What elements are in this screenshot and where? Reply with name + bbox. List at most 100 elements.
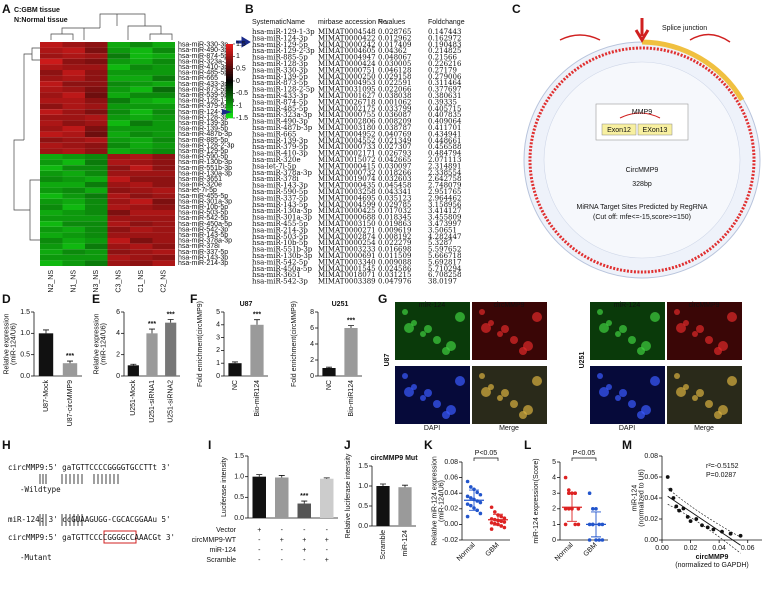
heat-cell xyxy=(152,98,175,104)
y-axis-label: (miR-124/U6) xyxy=(100,323,107,365)
row-label: hsa-miR-485-5p xyxy=(178,70,228,77)
heat-cell xyxy=(107,109,130,115)
heat-cell xyxy=(130,81,153,87)
table-cell: 0.147443 xyxy=(428,28,461,36)
data-point xyxy=(502,516,507,520)
row-label: hsa-miR-410-3p xyxy=(178,64,228,71)
colorbar-step xyxy=(226,88,233,92)
y-tick-label: 5 xyxy=(216,309,220,316)
cell-signal xyxy=(424,325,432,333)
table-cell: 0.009619 xyxy=(378,226,411,234)
table-header: mirbase accession No. xyxy=(318,19,389,26)
y-axis-label: Luciferase intensity xyxy=(221,457,228,517)
heat-cell xyxy=(130,92,153,98)
table-cell: 0.016698 xyxy=(378,246,411,254)
heat-cell xyxy=(40,249,63,255)
table-cell: 0.21566 xyxy=(428,54,457,62)
y-tick-label: 0.06 xyxy=(644,474,658,481)
data-point xyxy=(563,522,568,527)
heat-cell xyxy=(152,58,175,65)
error-bar xyxy=(278,475,285,478)
heat-cell xyxy=(130,131,153,138)
stat: P=0.0287 xyxy=(706,472,736,479)
column-label: N3_NS xyxy=(93,270,100,293)
table-cell: 0.411701 xyxy=(428,124,461,132)
table-cell: MIMAT0000424 xyxy=(318,60,376,68)
heat-cell xyxy=(152,47,175,54)
heat-cell xyxy=(85,221,108,227)
heat-cell xyxy=(62,53,85,59)
data-point xyxy=(489,505,494,510)
condition-label: miR-124 xyxy=(210,547,237,554)
colorbar-step xyxy=(226,78,233,82)
table-cell: hsa-miR-433-3p xyxy=(252,92,308,100)
data-point xyxy=(469,503,473,508)
data-point xyxy=(573,522,577,527)
data-point xyxy=(465,494,470,499)
table-cell: MIMAT0000732 xyxy=(318,169,376,177)
table-cell: 0.026793 xyxy=(378,150,411,158)
table-header: SystematicName xyxy=(252,19,305,26)
data-point xyxy=(465,479,470,484)
y-tick-label: -0.02 xyxy=(442,537,458,544)
heat-cell xyxy=(85,58,108,65)
table-cell: 0.043341 xyxy=(378,188,411,196)
heat-cell xyxy=(85,92,108,98)
cell-signal xyxy=(479,373,485,379)
data-point xyxy=(665,475,670,479)
heat-cell xyxy=(130,109,153,115)
legend-text: N:Normal tissue xyxy=(14,17,68,24)
heat-cell xyxy=(62,226,85,233)
table-cell: hsa-miR-485-5p xyxy=(252,105,308,113)
error-bar xyxy=(130,363,137,366)
heat-cell xyxy=(152,254,175,261)
table-cell: hsa-miR-139-5p xyxy=(252,73,308,81)
heat-cell xyxy=(152,64,175,70)
heat-cell xyxy=(85,47,108,54)
heat-cell xyxy=(130,249,153,255)
bar xyxy=(228,363,242,376)
heat-cell xyxy=(152,53,175,59)
data-point xyxy=(493,510,497,514)
y-tick-label: 0.0 xyxy=(234,515,244,522)
y-axis-label: Fold enrichment(circMMP9) xyxy=(291,301,298,387)
colorbar-step xyxy=(226,66,233,69)
y-tick-label: 3 xyxy=(216,334,220,341)
table-cell: MIMAT0019074 xyxy=(318,175,376,183)
heat-cell xyxy=(40,103,63,110)
heat-cell xyxy=(85,232,108,238)
cell-signal xyxy=(650,376,660,386)
heat-cell xyxy=(107,170,130,177)
cell-signal xyxy=(519,411,527,419)
heat-cell xyxy=(62,187,85,194)
heat-cell xyxy=(130,120,153,126)
x-tick-label: GBM xyxy=(582,542,598,558)
heat-cell xyxy=(107,204,130,210)
bar xyxy=(146,333,158,376)
sequence: -Wildtype xyxy=(20,485,61,494)
table-cell: 2.338554 xyxy=(428,169,462,177)
heat-cell xyxy=(130,165,153,171)
panel-letter: B xyxy=(245,2,254,16)
heat-cell xyxy=(85,193,108,199)
heat-cell xyxy=(85,226,108,233)
table-cell: hsa-miR-410-3p xyxy=(252,150,308,158)
colorbar-label: -0.5 xyxy=(236,90,248,97)
heat-cell xyxy=(130,187,153,194)
heat-cell xyxy=(85,81,108,87)
heat-cell xyxy=(130,193,153,199)
row-label: hsa-miR-323a-3p xyxy=(178,58,232,65)
table-cell: MIMAT0002175 xyxy=(318,105,376,113)
table-cell: hsa-miR-139-3p xyxy=(252,137,308,145)
y-tick-label: 0.00 xyxy=(644,537,658,544)
y-axis-label: (miR-124/U6) xyxy=(438,480,445,522)
heat-cell xyxy=(40,120,63,126)
error-bar xyxy=(323,477,330,479)
heat-cell xyxy=(130,137,153,143)
heat-cell xyxy=(107,165,130,171)
table-cell: MIMAT0018071 xyxy=(318,271,376,279)
table-cell: 0.035123 xyxy=(378,194,411,202)
heat-cell xyxy=(130,176,153,182)
condition-sign: + xyxy=(280,537,284,544)
table-cell: 2.314891 xyxy=(428,162,461,170)
